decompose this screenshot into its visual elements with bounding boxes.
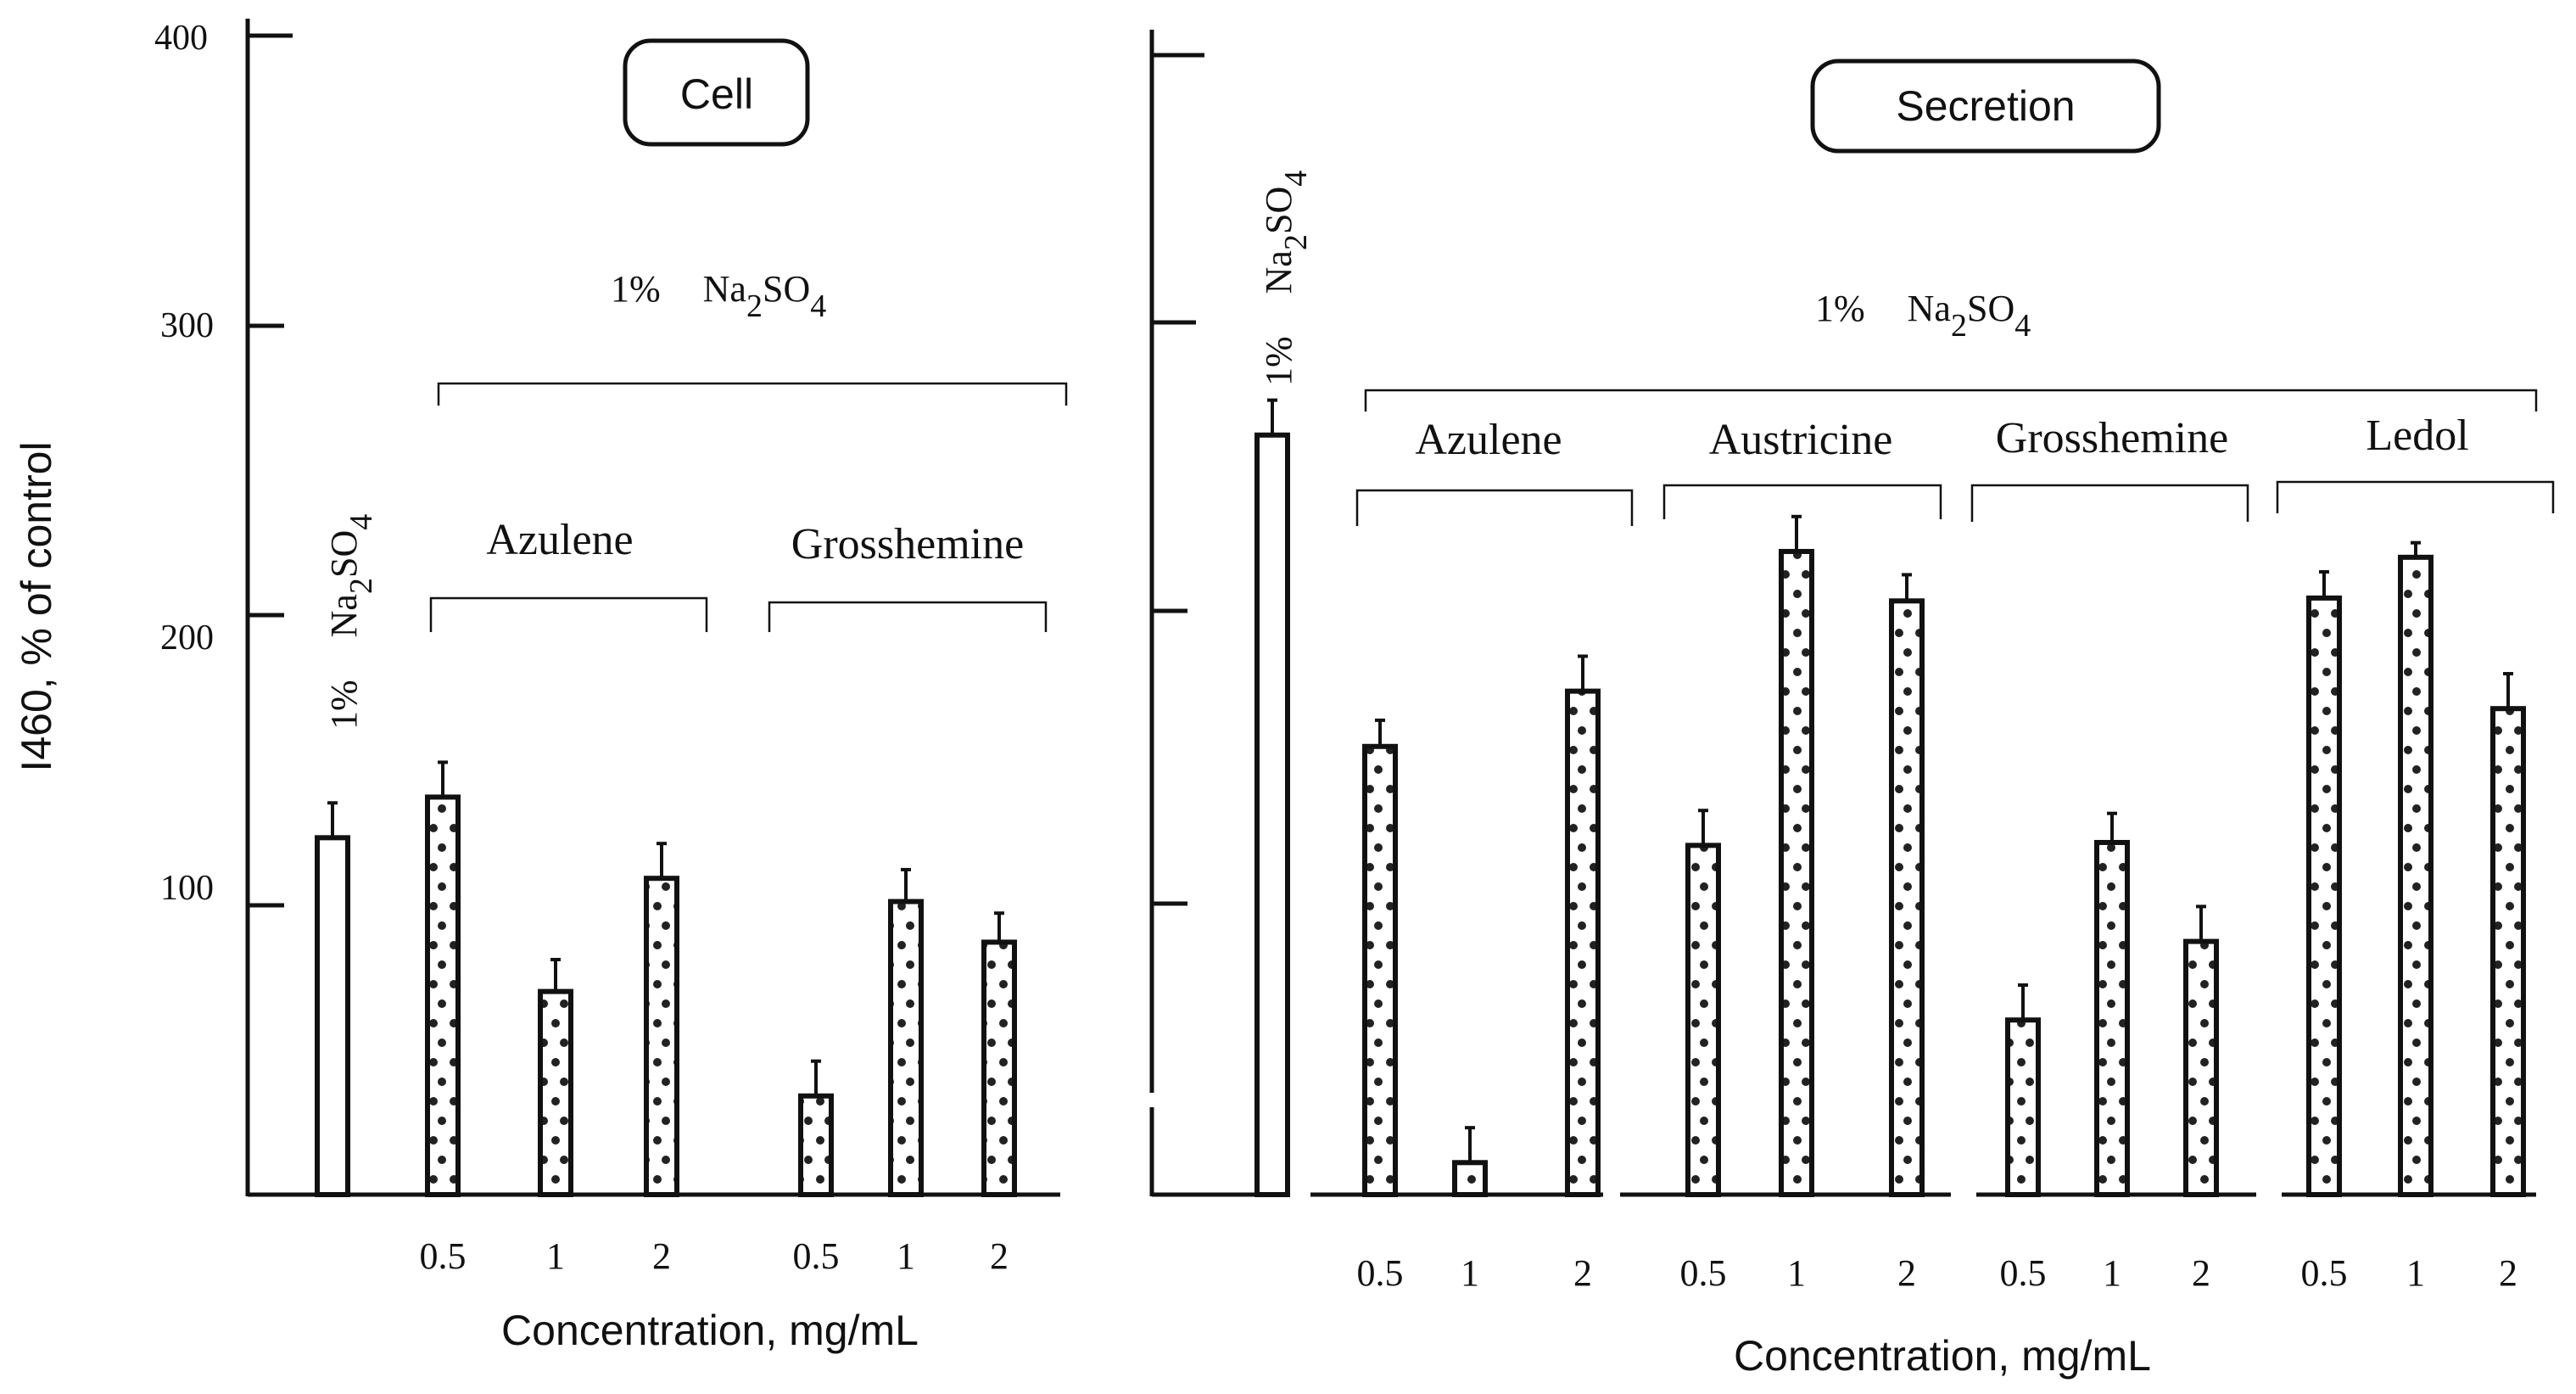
secretion-bracket-azulene [1355,489,1634,526]
secretion-bracket-label: 1% Na2SO4 [1815,288,2031,344]
secretion-bracket-label-sub2: 2 [1951,308,1967,344]
secretion-bar-control [1254,432,1290,1197]
secretion-panel: Secretion 1% Na2SO4 1%Na2SO4 Azulene Aust… [1149,30,2555,1380]
cell-group-label-grosshemine: Grosshemine [791,520,1024,568]
secretion-group-label-azulene: Azulene [1415,416,1562,464]
secretion-bar-austricine-2 [1889,598,1925,1197]
cell-control-label-na: Na [323,594,365,637]
secretion-bar-grosshemine-2 [2183,938,2219,1197]
secretion-x-tick-label-azulene-0: 0.5 [1357,1252,1404,1294]
cell-panel: 400 300 200 100 I460, % of control Cell … [13,19,1068,1354]
cell-x-tick-label-grosshemine-2: 2 [990,1235,1009,1277]
cell-bars-layer: 0.5 1 2 0.5 1 2 [315,760,1017,1277]
cell-bar-grosshemine-0 [798,1093,834,1197]
secretion-group-azulene: Azulene [1355,416,1634,526]
cell-bar-azulene-2 [644,876,679,1197]
cell-bar-azulene-1 [538,988,573,1197]
cell-y-tick-label-300: 300 [160,306,214,345]
secretion-x-tick-label-azulene-1: 1 [1461,1252,1479,1294]
secretion-group-grosshemine: Grosshemine [1970,414,2249,522]
cell-group-label-azulene: Azulene [486,516,633,564]
cell-y-tick-label-400: 400 [154,19,208,58]
cell-group-azulene: Azulene [429,516,708,632]
secretion-bar-austricine-1 [1779,548,1814,1197]
secretion-bracket-grosshemine [1970,484,2249,522]
secretion-bar-grosshemine-0 [2005,1017,2041,1197]
cell-bracket-label-sub4: 4 [810,288,826,324]
cell-x-tick-label-azulene-2: 2 [652,1235,671,1277]
cell-bracket-label-na: Na [703,268,746,310]
secretion-x-tick-label-grosshemine-2: 2 [2192,1252,2210,1294]
secretion-group-label-austricine: Austricine [1709,416,1893,464]
cell-control-label-sub2: 2 [344,578,379,594]
secretion-control-label-so: SO [1258,187,1299,234]
cell-bracket-label-sub2: 2 [746,288,763,324]
cell-bar-control [315,835,350,1198]
secretion-bar-ledol-1 [2398,554,2434,1197]
cell-control-label-so: SO [323,530,365,578]
cell-bar-azulene-0 [425,794,461,1198]
secretion-bar-austricine-0 [1685,843,1721,1198]
secretion-bars-layer: 0.5 1 2 0.5 1 2 0.5 1 2 0.5 1 2 [1254,398,2526,1294]
cell-title: Cell [680,70,753,118]
cell-bracket-label-percent: 1% [611,268,661,310]
secretion-x-tick-label-ledol-1: 1 [2406,1252,2425,1294]
secretion-title-box: Secretion [1810,59,2161,154]
secretion-bar-ledol-2 [2490,706,2526,1197]
secretion-x-tick-label-azulene-2: 2 [1573,1252,1592,1294]
secretion-bracket-all [1364,389,2538,411]
y-axis-title: I460, % of control [13,441,60,771]
secretion-bar-azulene-2 [1565,688,1601,1197]
cell-control-label-percent: 1% [323,680,365,730]
secretion-bracket-label-sub4: 4 [2014,308,2031,344]
cell-y-tick-label-100: 100 [160,869,214,908]
secretion-bar-azulene-1 [1452,1160,1488,1198]
secretion-x-tick-label-austricine-1: 1 [1787,1252,1806,1294]
cell-control-label-sub4: 4 [344,514,379,530]
cell-bar-grosshemine-1 [888,899,924,1197]
secretion-x-tick-label-austricine-2: 2 [1897,1252,1916,1294]
secretion-x-tick-label-grosshemine-0: 0.5 [2000,1252,2047,1294]
cell-bracket-grosshemine [768,601,1048,632]
secretion-bracket-ledol [2276,480,2555,513]
cell-bracket-all [437,382,1068,406]
cell-control-label: 1% Na2SO4 [323,514,379,730]
secretion-bar-azulene-0 [1362,743,1398,1197]
secretion-x-tick-label-grosshemine-1: 1 [2103,1252,2121,1294]
secretion-control-label-sub2: 2 [1278,234,1314,250]
cell-bracket-label-so: SO [763,268,810,310]
secretion-x-tick-label-ledol-0: 0.5 [2301,1252,2348,1294]
cell-title-box: Cell [623,38,810,147]
secretion-control-label-percent: 1% [1258,336,1299,386]
cell-group-grosshemine: Grosshemine [768,520,1048,632]
secretion-control-label-sub4: 4 [1278,171,1314,187]
cell-x-tick-label-azulene-1: 1 [546,1235,565,1277]
secretion-group-austricine: Austricine [1662,416,1942,519]
cell-bar-grosshemine-2 [981,939,1017,1197]
cell-x-axis-title: Concentration, mg/mL [501,1307,919,1354]
secretion-bar-grosshemine-1 [2094,839,2130,1197]
secretion-bar-ledol-0 [2306,595,2342,1197]
secretion-bracket-label-so: SO [1967,288,2014,329]
secretion-bracket-austricine [1662,484,1942,519]
cell-x-tick-label-grosshemine-1: 1 [897,1235,915,1277]
cell-x-tick-label-azulene-0: 0.5 [420,1235,467,1277]
secretion-group-label-ledol: Ledol [2366,411,2468,460]
secretion-group-label-grosshemine: Grosshemine [1996,414,2228,462]
secretion-x-axis-title: Concentration, mg/mL [1734,1332,2151,1380]
secretion-x-tick-label-austricine-0: 0.5 [1680,1252,1727,1294]
cell-y-tick-label-200: 200 [160,619,214,658]
secretion-title: Secretion [1896,82,2075,130]
secretion-bracket-label-na: Na [1908,288,1951,329]
secretion-x-tick-label-ledol-2: 2 [2499,1252,2517,1294]
secretion-control-label: 1% Na2SO4 [1258,171,1314,386]
secretion-bracket-label-percent: 1% [1815,288,1865,329]
cell-bracket-azulene [429,596,708,632]
cell-bracket-label: 1% Na2SO4 [611,268,826,324]
secretion-control-label-na: Na [1258,250,1299,294]
secretion-group-ledol: Ledol [2276,411,2555,513]
cell-x-tick-label-grosshemine-0: 0.5 [793,1235,840,1277]
